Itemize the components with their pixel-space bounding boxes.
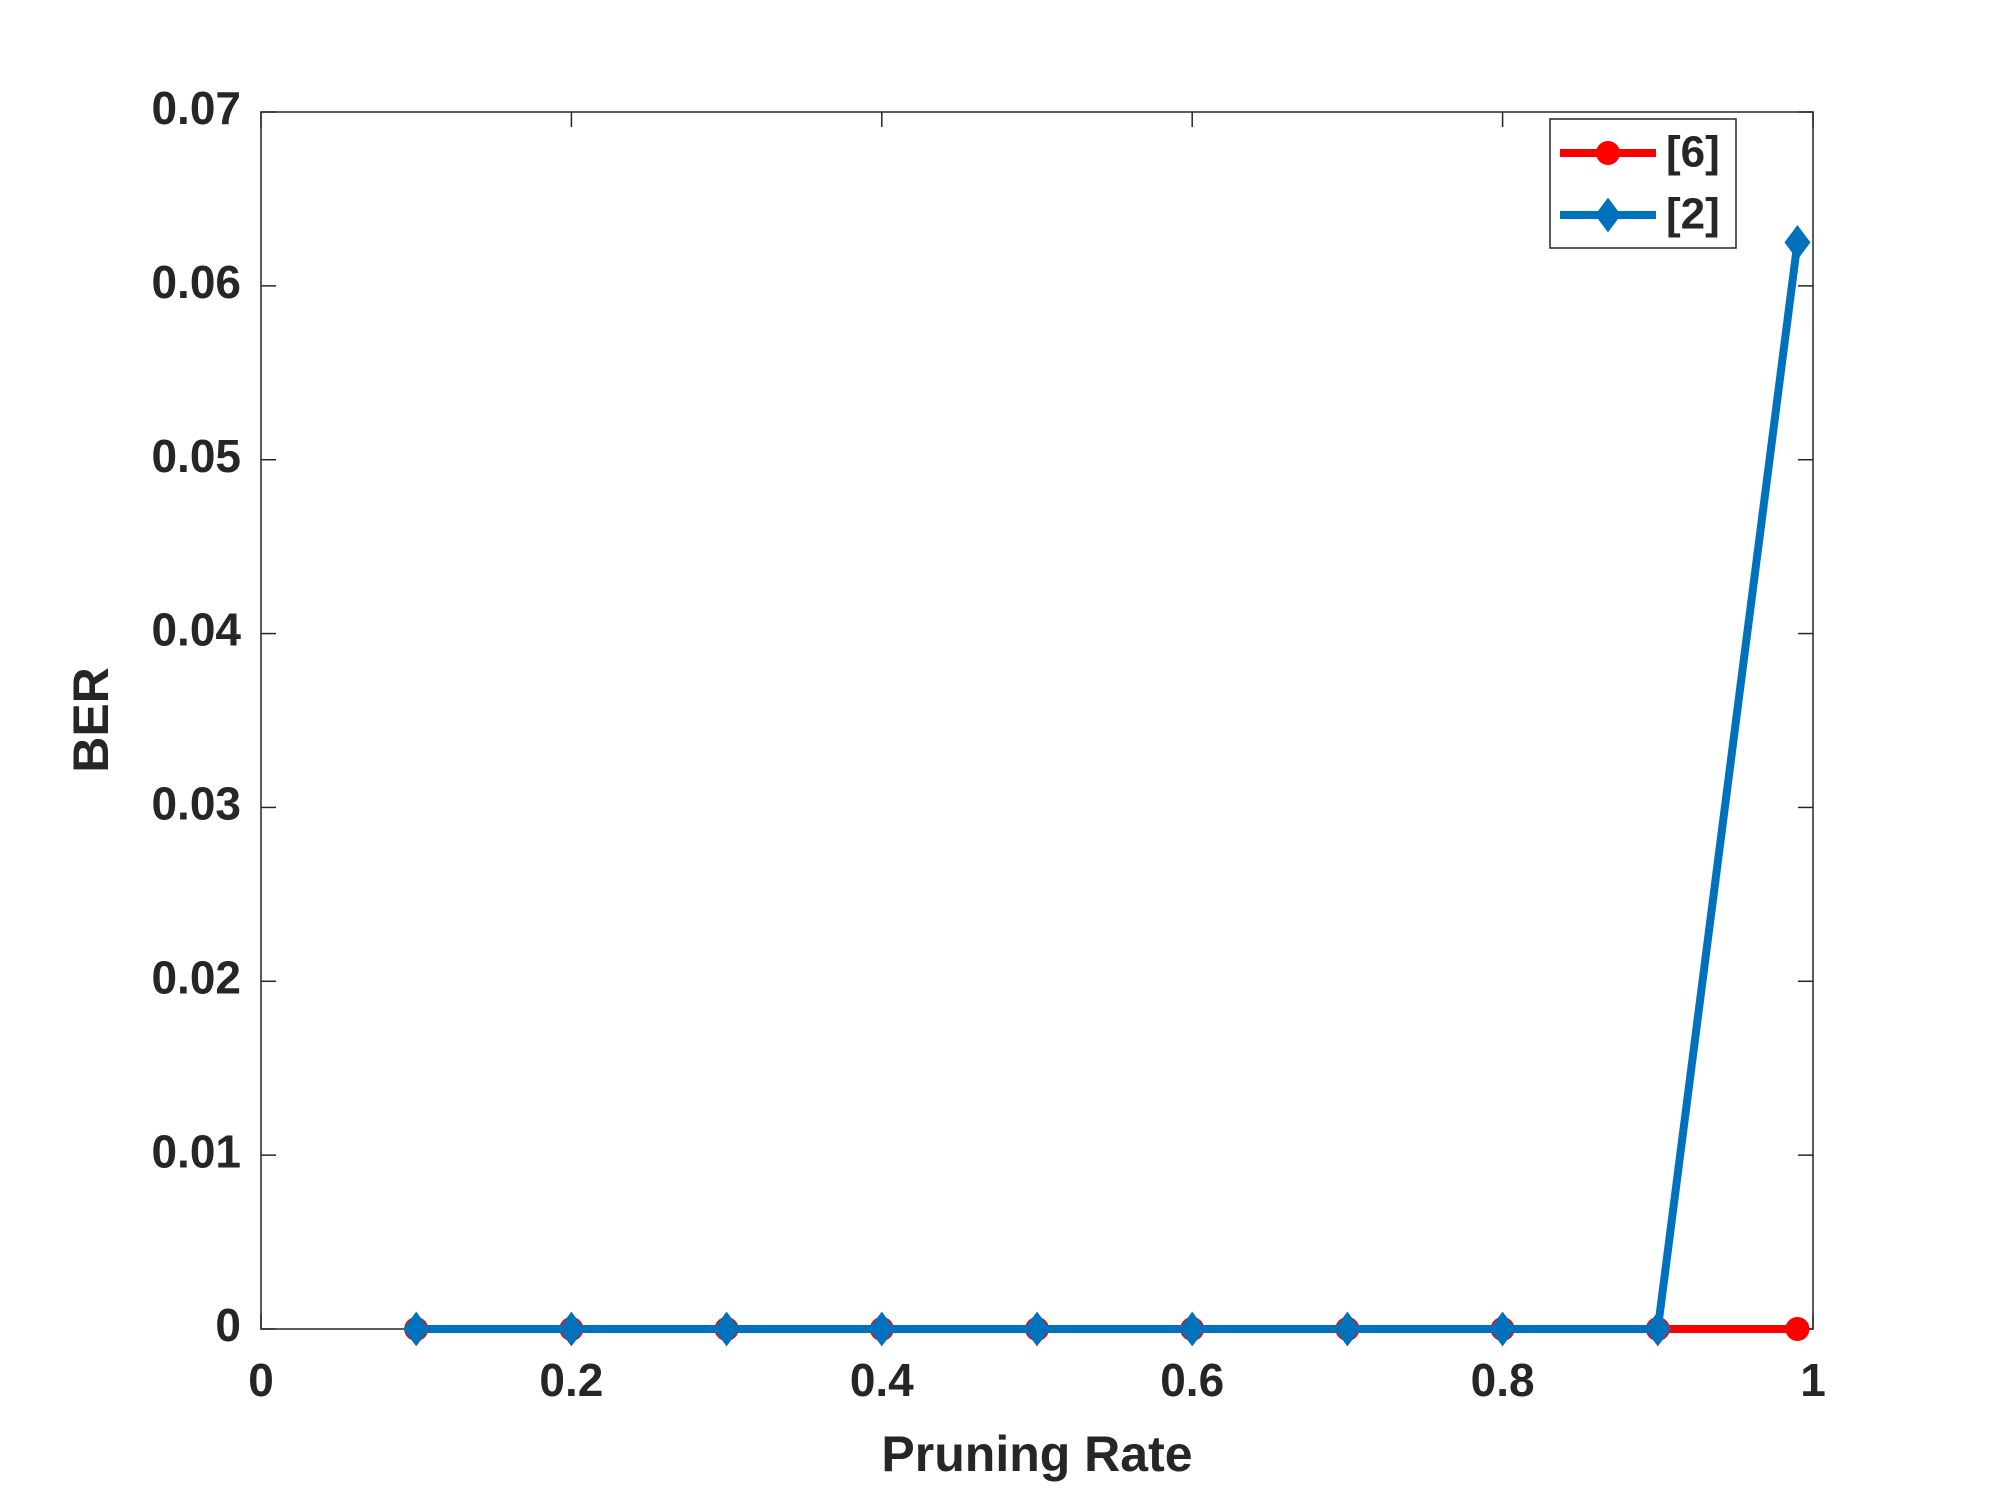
y-tick-label: 0.07 [151, 82, 241, 134]
x-axis-label: Pruning Rate [881, 1426, 1192, 1482]
x-tick-label: 0.2 [539, 1354, 603, 1406]
legend-marker [1595, 197, 1621, 233]
legend-box [1549, 118, 1737, 249]
y-tick-label: 0.05 [151, 430, 241, 482]
data-point [558, 1311, 585, 1347]
data-point [1334, 1311, 1361, 1347]
legend-marker [1596, 141, 1620, 165]
plot-area [260, 111, 1814, 1330]
y-tick-label: 0.01 [151, 1125, 241, 1177]
data-point [1644, 1311, 1671, 1347]
y-tick-label: 0.02 [151, 951, 241, 1003]
data-point [1784, 225, 1811, 260]
data-point [868, 1311, 895, 1347]
x-tick-label: 0.6 [1160, 1354, 1224, 1406]
y-tick-label: 0.04 [151, 604, 241, 656]
y-axis-label: BER [63, 667, 119, 773]
x-tick-label: 0.8 [1471, 1354, 1535, 1406]
legend: [6][2] [1549, 118, 1737, 249]
y-tick-label: 0.03 [151, 778, 241, 830]
data-point [1785, 1317, 1810, 1341]
data-point [713, 1311, 740, 1347]
x-tick-label: 0.4 [850, 1354, 914, 1406]
y-tick-label: 0.06 [151, 256, 241, 308]
data-point [403, 1311, 430, 1347]
data-point [1179, 1311, 1206, 1347]
series-line [416, 241, 1802, 1333]
legend-label: [6] [1666, 128, 1720, 177]
data-point [1024, 1311, 1050, 1347]
data-point [1489, 1311, 1516, 1347]
x-tick-label: 1 [1800, 1354, 1826, 1406]
x-tick-label: 0 [248, 1354, 274, 1406]
y-tick-label: 0 [215, 1299, 241, 1351]
legend-label: [2] [1666, 190, 1720, 239]
